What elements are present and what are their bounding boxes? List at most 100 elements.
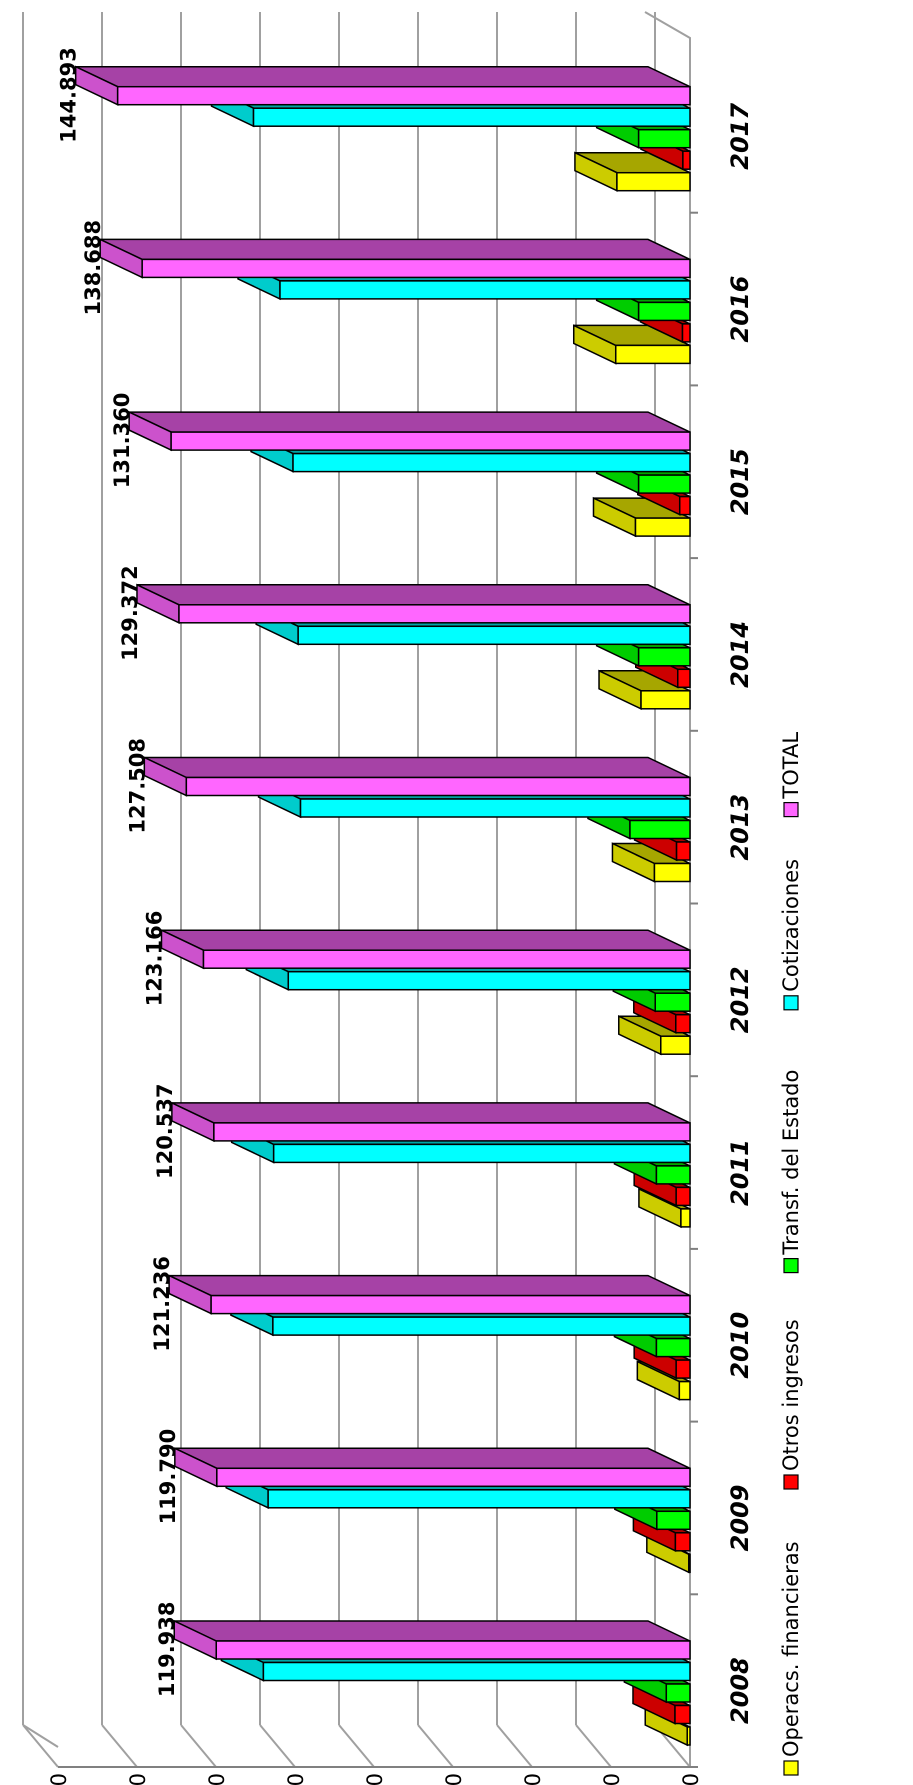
tick-label: 0 <box>679 1773 703 1785</box>
legend-swatch <box>783 801 799 818</box>
legend-label: TOTAL <box>779 732 803 800</box>
category-label: 2008 <box>726 1657 754 1724</box>
bar-front-face <box>262 1661 691 1682</box>
tick-label: 140.000 <box>126 1773 150 1785</box>
bar-front-face <box>287 970 691 991</box>
bar-front-face <box>653 862 691 883</box>
bar <box>572 324 691 365</box>
bar-front-face <box>116 85 691 106</box>
bar-depth-face <box>173 1620 691 1642</box>
bar-front-face <box>674 1704 691 1725</box>
data-label: 119.790 <box>156 1429 180 1525</box>
bar <box>174 1447 691 1488</box>
data-label: 131.360 <box>110 393 134 489</box>
bar-front-face <box>637 647 691 667</box>
bar-front-face <box>292 452 691 473</box>
tick-label: 60.000 <box>442 1773 466 1785</box>
legend-label: Operacs. financieras <box>779 1541 803 1757</box>
bar-front-face <box>637 474 691 494</box>
legend-swatch <box>783 995 799 1011</box>
bar <box>128 410 691 452</box>
bar-depth-face <box>128 411 691 433</box>
legend-entry: Otros ingresos <box>779 1319 803 1490</box>
data-label: 121.236 <box>150 1256 174 1352</box>
bar-front-face <box>655 1337 691 1358</box>
bar-front-face <box>675 841 691 861</box>
tick-label: 120.000 <box>205 1773 229 1785</box>
legend-label: Cotizaciones <box>779 859 803 992</box>
bar-front-face <box>297 625 691 646</box>
bar-depth-face <box>168 1274 691 1297</box>
gridline-floor-60000 <box>417 1724 454 1768</box>
bar-front-face <box>629 819 691 840</box>
bar-front-face <box>202 949 691 969</box>
category-label: 2011 <box>726 1139 754 1206</box>
value-axis: 0 20.000 40.000 60.000 80.000 100.000 120.000 1… <box>47 1766 703 1785</box>
bar-front-face <box>185 776 691 797</box>
bar <box>136 583 691 624</box>
legend-entry: Cotizaciones <box>779 859 803 1011</box>
bar <box>160 929 691 970</box>
bar <box>592 496 691 538</box>
data-label: 129.372 <box>118 565 142 661</box>
data-label: 127.508 <box>125 738 149 834</box>
category-label: 2014 <box>726 621 754 688</box>
bar-front-face <box>654 992 691 1012</box>
bar-front-face <box>686 1726 691 1746</box>
bar-front-face <box>299 798 691 818</box>
bar-depth-face <box>171 1102 691 1124</box>
bar-front-face <box>660 1035 691 1055</box>
wall-edge-left <box>22 1724 59 1748</box>
bar-depth-face <box>161 929 691 951</box>
bar-front-face <box>210 1294 691 1315</box>
data-label: 119.938 <box>155 1601 179 1697</box>
bar-front-face <box>216 1467 691 1488</box>
data-label: 123.166 <box>142 911 166 1007</box>
bar <box>74 65 691 106</box>
bar-front-face <box>678 1380 691 1401</box>
bar-front-face <box>614 344 691 365</box>
category-label: 2017 <box>726 103 754 170</box>
bar-front-face <box>681 323 691 343</box>
legend-swatch <box>783 1257 799 1274</box>
data-labels: 119.938 119.790 121.236 120.537 123.166 127.5… <box>57 47 180 1697</box>
bar-front-face <box>680 1208 691 1228</box>
tick-label: 100.000 <box>284 1773 308 1785</box>
bar-front-face <box>272 1143 691 1164</box>
legend-entry: Transf. del Estado <box>779 1070 803 1274</box>
bar-front-face <box>675 1013 691 1034</box>
gridline-floor-160000 <box>22 1724 59 1768</box>
bar-front-face <box>170 431 691 451</box>
bar-front-face <box>655 1165 691 1185</box>
legend-entry: Operacs. financieras <box>779 1541 803 1776</box>
data-label: 138.688 <box>81 220 105 316</box>
bar <box>574 151 691 192</box>
bar <box>99 238 691 279</box>
gridline-floor-20000 <box>575 1724 612 1768</box>
category-label: 2015 <box>726 448 754 515</box>
bar-front-face <box>252 107 691 127</box>
bar-front-face <box>141 258 691 279</box>
legend-label: Transf. del Estado <box>779 1070 803 1256</box>
bar-front-face <box>634 517 691 537</box>
bar-front-face <box>665 1683 691 1703</box>
gridline-floor-140000 <box>101 1724 138 1768</box>
tick-label: 160.000 <box>47 1773 71 1785</box>
bar-depth-face <box>136 584 691 606</box>
bar-front-face <box>688 1553 691 1574</box>
bar-front-face <box>678 495 691 516</box>
bar-front-face <box>675 1359 691 1379</box>
data-label: 144.893 <box>57 47 81 143</box>
category-label: 2009 <box>726 1485 754 1552</box>
legend-swatch <box>783 1760 799 1776</box>
bar <box>598 669 691 710</box>
bars <box>74 65 691 1747</box>
category-label: 2013 <box>726 794 754 861</box>
bar <box>168 1274 691 1315</box>
gridline-floor-120000 <box>180 1724 217 1768</box>
bar <box>171 1101 691 1143</box>
bar-depth-face <box>174 1447 691 1470</box>
tick-label: 80.000 <box>363 1773 387 1785</box>
bar-front-face <box>279 280 691 300</box>
